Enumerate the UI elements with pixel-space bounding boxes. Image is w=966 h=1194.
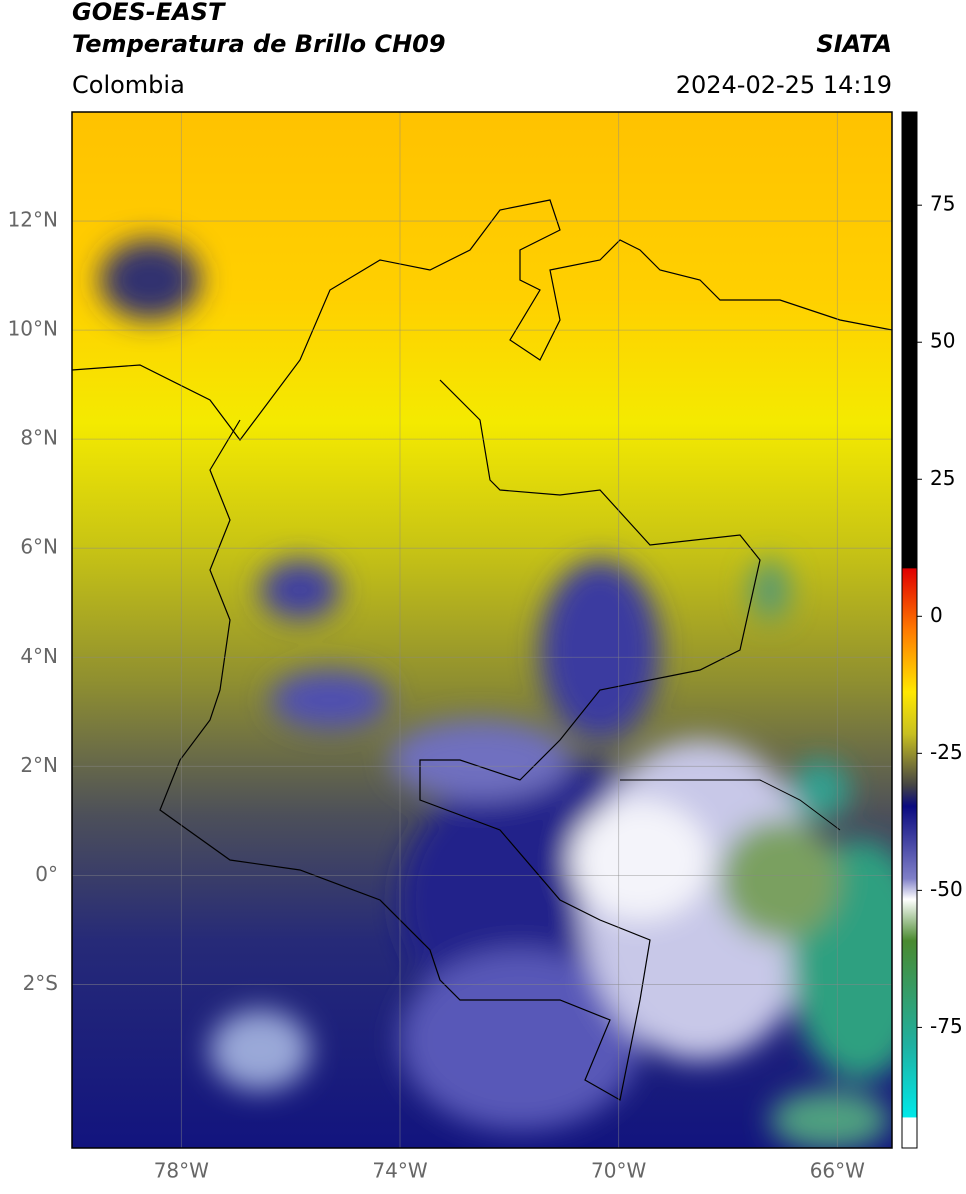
- title: GOES-EAST: [72, 0, 226, 26]
- lon-tick-label: 78°W: [154, 1159, 209, 1183]
- source: SIATA: [816, 30, 892, 58]
- lat-tick-label: 8°N: [20, 426, 58, 450]
- region: Colombia: [72, 71, 185, 99]
- lon-tick-label: 66°W: [810, 1159, 865, 1183]
- colorbar-tick-label: -50: [930, 877, 963, 901]
- lat-tick-label: 12°N: [8, 208, 58, 232]
- satellite-image: [72, 112, 892, 1148]
- lat-tick-label: 2°S: [23, 971, 58, 995]
- subtitle: Temperatura de Brillo CH09: [72, 30, 446, 58]
- cloud-field: [100, 240, 892, 1148]
- colorbar-tick-label: 0: [930, 603, 943, 627]
- lat-tick-label: 2°N: [20, 753, 58, 777]
- border: [159, 379, 761, 1101]
- lon-tick-label: 74°W: [372, 1159, 427, 1183]
- colorbar-tick-label: -75: [930, 1014, 963, 1038]
- lat-tick-label: 6°N: [20, 535, 58, 559]
- colorbar-tick-label: 50: [930, 329, 955, 353]
- colorbar-tick-label: -25: [930, 740, 963, 764]
- border: [620, 779, 841, 831]
- colorbar-tick-label: 25: [930, 466, 955, 490]
- lat-tick-label: 4°N: [20, 644, 58, 668]
- colorbar: [901, 111, 918, 1149]
- colorbar-tick-label: 75: [930, 192, 955, 216]
- datetime: 2024-02-25 14:19: [676, 71, 892, 99]
- lat-tick-label: 10°N: [8, 317, 58, 341]
- gridlines: [72, 112, 892, 1148]
- map-frame: [71, 111, 893, 1149]
- lat-tick-label: 0°: [35, 862, 58, 886]
- lon-tick-label: 70°W: [591, 1159, 646, 1183]
- coastline: [72, 199, 892, 441]
